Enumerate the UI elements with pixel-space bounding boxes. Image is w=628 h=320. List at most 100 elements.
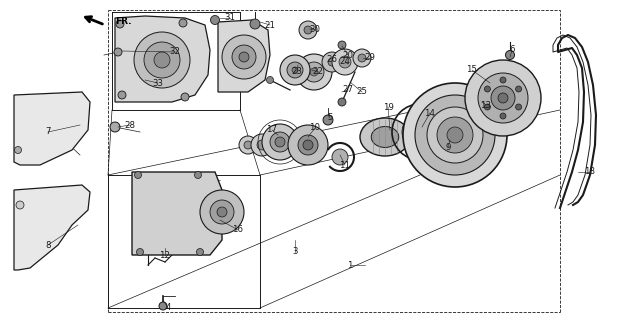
Circle shape [118,91,126,99]
Text: 9: 9 [445,142,451,151]
Text: 14: 14 [425,108,435,117]
Circle shape [154,52,170,68]
Circle shape [498,93,508,103]
Circle shape [516,86,522,92]
Circle shape [210,15,220,25]
Text: 21: 21 [264,20,276,29]
Polygon shape [14,92,90,165]
Circle shape [339,56,351,68]
Circle shape [303,140,313,150]
Circle shape [437,117,473,153]
Circle shape [110,122,120,132]
Text: 32: 32 [170,47,180,57]
Circle shape [266,76,274,84]
Polygon shape [132,172,222,255]
Text: 15: 15 [467,66,477,75]
Circle shape [116,20,124,28]
Circle shape [465,60,541,136]
Text: 17: 17 [266,125,278,134]
Text: 8: 8 [45,241,51,250]
Circle shape [159,302,167,310]
Circle shape [304,26,312,34]
Text: 13: 13 [480,100,492,109]
Circle shape [232,45,256,69]
Circle shape [292,67,298,73]
Circle shape [144,42,180,78]
Text: 11: 11 [340,161,350,170]
Circle shape [288,125,328,165]
Circle shape [257,140,267,150]
Circle shape [239,52,249,62]
Circle shape [134,32,190,88]
Circle shape [323,115,333,125]
Circle shape [353,49,371,67]
Circle shape [14,147,21,154]
Circle shape [338,41,346,49]
Circle shape [270,132,290,152]
Circle shape [154,234,162,242]
Circle shape [181,93,189,101]
Circle shape [251,134,273,156]
Text: 1: 1 [347,260,353,269]
Text: 7: 7 [45,127,51,137]
Text: 30: 30 [310,26,320,35]
Polygon shape [14,185,90,270]
Text: 10: 10 [310,124,320,132]
Text: 16: 16 [232,226,244,235]
Text: 22: 22 [313,68,323,76]
Circle shape [506,51,514,60]
Circle shape [447,127,463,143]
Ellipse shape [371,126,399,148]
Text: 6: 6 [509,45,515,54]
Circle shape [310,68,318,76]
Circle shape [114,48,122,56]
Text: 3: 3 [292,247,298,257]
Circle shape [478,73,528,123]
Circle shape [134,172,141,179]
Text: 23: 23 [291,68,303,76]
Circle shape [275,137,285,147]
Circle shape [195,172,202,179]
Text: 12: 12 [160,251,170,260]
Circle shape [484,104,490,110]
Circle shape [136,249,144,255]
Circle shape [500,113,506,119]
Text: FR.: FR. [115,18,131,27]
Circle shape [332,149,348,165]
Circle shape [217,207,227,217]
Circle shape [415,95,495,175]
Circle shape [427,107,483,163]
Circle shape [16,201,24,209]
Circle shape [484,86,490,92]
Circle shape [164,238,172,246]
Text: 33: 33 [153,78,163,87]
Circle shape [179,19,187,27]
Text: 19: 19 [382,102,393,111]
Circle shape [197,249,203,255]
Circle shape [328,58,336,66]
Circle shape [332,49,358,75]
Circle shape [491,86,515,110]
Polygon shape [115,16,210,102]
Circle shape [298,135,318,155]
Circle shape [244,141,252,149]
Text: 18: 18 [585,167,595,177]
Circle shape [222,35,266,79]
Text: 28: 28 [124,121,136,130]
Circle shape [500,77,506,83]
Text: 29: 29 [365,53,376,62]
Polygon shape [218,20,270,92]
Ellipse shape [360,118,410,156]
Text: 5: 5 [327,114,333,123]
Text: 27: 27 [342,85,354,94]
Circle shape [358,54,366,62]
Circle shape [304,62,324,82]
Circle shape [338,98,346,106]
Circle shape [299,21,317,39]
Circle shape [262,124,298,160]
Circle shape [296,54,332,90]
Circle shape [250,19,260,29]
Circle shape [516,104,522,110]
Text: 4: 4 [165,303,171,313]
Text: 26: 26 [327,55,337,65]
